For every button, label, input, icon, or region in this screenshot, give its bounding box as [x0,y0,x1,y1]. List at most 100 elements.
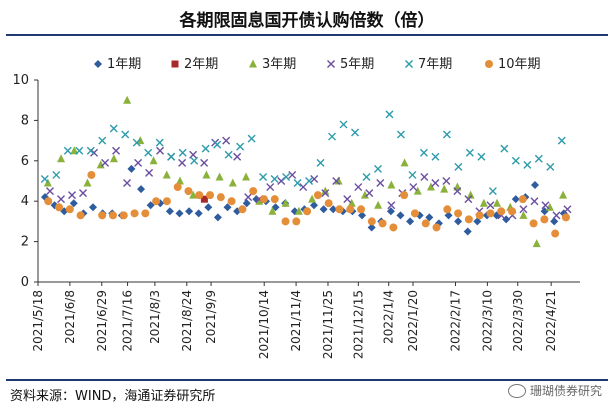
x-tick-label: 2021/7/16 [121,290,135,352]
point-10y [485,60,493,68]
point-3y [360,190,369,199]
x-stroke [144,148,153,157]
x-stroke [321,189,330,198]
point-x [387,201,396,210]
point-10y [497,207,506,216]
point-3y [453,182,462,191]
point-1y [396,211,405,220]
legend-item: 3年期 [249,57,296,72]
x-stroke [343,195,352,204]
point-x [98,136,107,145]
point-x [351,128,360,137]
point-3y [532,239,541,248]
point-10y [44,197,53,206]
point-10y [335,205,344,214]
x-tick-label: 2021/8/24 [180,290,194,352]
point-10y [281,217,290,226]
x-stroke [563,205,572,214]
point-x [52,170,61,179]
point-3y [70,146,79,155]
point-3y [202,170,211,179]
point-x [200,158,209,167]
point-x [541,201,550,210]
x-tick-label: 2021/11/4 [289,290,303,352]
point-3y [255,196,264,205]
point-3y [215,172,224,181]
point-10y [65,205,74,214]
point-x [305,177,314,185]
x-stroke [121,130,130,139]
x-stroke [465,148,474,157]
point-1y [146,201,155,210]
point-1y [242,199,251,208]
y-tick-label: 2 [21,235,29,250]
x-stroke [132,138,141,147]
point-10y [141,209,150,218]
point-10y [443,205,452,214]
point-x [376,179,385,188]
point-1y [137,185,146,194]
point-10y [259,195,268,204]
point-1y [175,209,184,218]
x-stroke [453,187,462,196]
point-1y [473,217,482,226]
point-x [332,177,341,185]
x-stroke [155,138,164,147]
scatter-chart: 0 2 4 6 8 10 2021/5/18 2021/6/8 2021/6/29 2021/7/… [12,57,580,359]
point-3y [281,198,290,207]
series-10年期 [44,170,570,238]
point-x [79,189,88,198]
point-10y [475,211,484,220]
x-stroke [134,158,143,167]
point-1y [185,207,194,216]
point-10y [400,191,409,200]
x-stroke [519,205,528,214]
point-x [523,160,532,169]
series-3年期 [43,95,568,248]
point-x [534,154,543,163]
point-x [121,130,130,139]
point-3y [545,202,554,211]
point-3y [123,95,132,104]
point-3y [109,154,118,163]
point-x [201,144,210,153]
point-x [396,130,405,139]
legend-item: 5年期 [327,57,374,72]
x-stroke [442,177,451,185]
x-stroke [420,172,429,181]
point-3y [387,180,396,189]
point-10y [249,187,258,196]
watermark: 珊瑚债券研究 [507,382,602,399]
point-1y [319,205,328,214]
point-10y [108,211,117,220]
point-1y [454,217,463,226]
x-stroke [233,152,242,161]
point-10y [270,195,279,204]
series-2年期 [200,195,208,203]
point-1y [127,164,136,173]
x-stroke [419,148,428,157]
point-1y [463,227,472,236]
point-2y [200,195,208,203]
point-x [134,158,143,167]
point-x [321,189,330,198]
point-10y [529,219,538,228]
point-10y [367,217,376,226]
point-10y [410,209,419,218]
point-10y [303,207,312,216]
x-tick-label: 2022/4/21 [544,290,558,352]
point-3y [189,190,198,199]
x-stroke [385,110,394,119]
x-stroke [316,158,325,167]
point-x [310,174,319,183]
point-x [259,172,268,181]
x-stroke [523,160,532,169]
point-10y [76,211,85,220]
point-1y [358,211,367,220]
x-stroke [178,148,187,157]
point-x [233,152,242,161]
point-x [224,150,233,159]
point-1y [223,203,232,212]
point-10y [357,205,366,214]
source-rule [6,379,608,381]
